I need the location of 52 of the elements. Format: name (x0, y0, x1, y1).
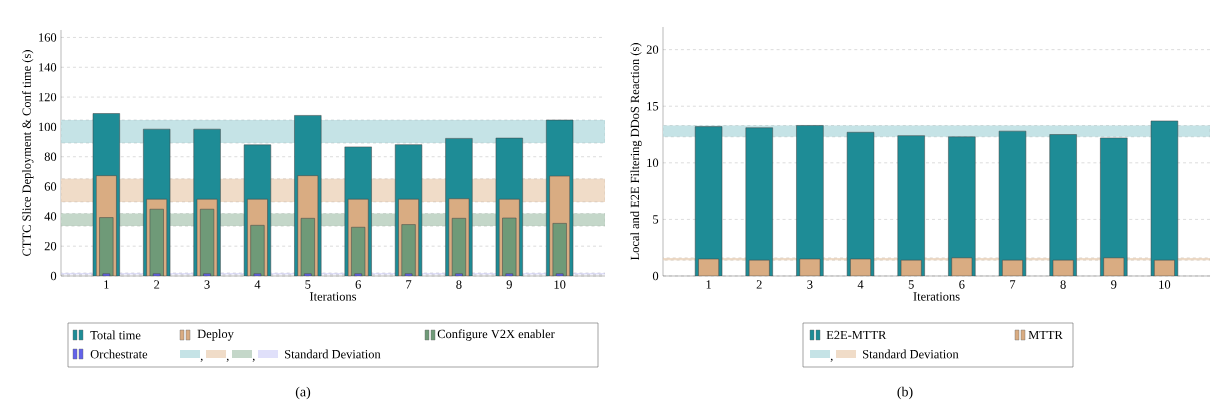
y-tick-label: 15 (647, 102, 659, 111)
legend-label: Total time (90, 330, 141, 340)
legend-label: Configure V2X enabler (437, 329, 555, 341)
x-tick-label: 9 (1111, 280, 1117, 289)
x-tick-label: 10 (554, 280, 566, 289)
y-axis-title: CTTC Slice Deployment & Conf time (s) (22, 50, 34, 256)
y-tick-label: 10 (647, 158, 659, 168)
text: (b) (897, 386, 913, 400)
x-tick-label: 9 (506, 280, 512, 289)
x-tick-label: 7 (406, 280, 412, 289)
y-tick-label: 5 (653, 215, 659, 224)
y-tick-label: 0 (50, 271, 57, 281)
x-tick-label: 1 (104, 280, 109, 289)
x-tick-label: 8 (1060, 280, 1066, 289)
x-tick-label: 7 (1010, 280, 1016, 289)
x-tick-label: 6 (959, 280, 965, 289)
x-tick-label: 3 (204, 280, 210, 289)
y-axis-title: Local and E2E Filtering DDoS Reaction (s) (630, 43, 642, 261)
x-tick-label: 4 (254, 280, 261, 289)
legend-label: MTTR (1028, 330, 1063, 340)
y-tick-label: 100 (39, 122, 57, 132)
y-tick-label: 120 (39, 92, 57, 102)
text: , (226, 358, 229, 362)
x-tick-label: 8 (456, 280, 462, 289)
text: , (200, 358, 203, 362)
x-tick-label: 3 (807, 280, 813, 289)
text: , (252, 358, 255, 362)
x-tick-label: 5 (908, 280, 914, 289)
x-tick-label: 2 (154, 280, 160, 289)
x-tick-label: 5 (305, 280, 311, 289)
legend-label: Standard Deviation (863, 349, 959, 359)
x-axis-title: Iterations (309, 292, 357, 301)
x-tick-label: 2 (756, 280, 762, 289)
y-tick-label: 0 (652, 271, 659, 281)
x-tick-label: 6 (355, 280, 361, 289)
text: (a) (295, 386, 311, 400)
y-tick-label: 20 (646, 45, 659, 54)
y-tick-label: 40 (44, 212, 57, 221)
x-axis-title: Iterations (913, 292, 960, 301)
y-tick-label: 140 (39, 63, 57, 72)
x-tick-label: 10 (1159, 280, 1171, 289)
x-tick-label: 4 (857, 280, 864, 289)
text: , (830, 358, 833, 362)
legend-label: Standard Deviation (285, 349, 381, 359)
legend-label: Deploy (197, 329, 234, 341)
legend-label: Orchestrate (90, 349, 148, 359)
y-tick-label: 20 (44, 241, 57, 251)
y-tick-label: 60 (44, 182, 57, 191)
legend-label: E2E-MTTR (826, 330, 887, 340)
y-tick-label: 80 (44, 152, 57, 161)
y-tick-label: 160 (39, 33, 57, 42)
x-tick-label: 1 (706, 280, 711, 289)
